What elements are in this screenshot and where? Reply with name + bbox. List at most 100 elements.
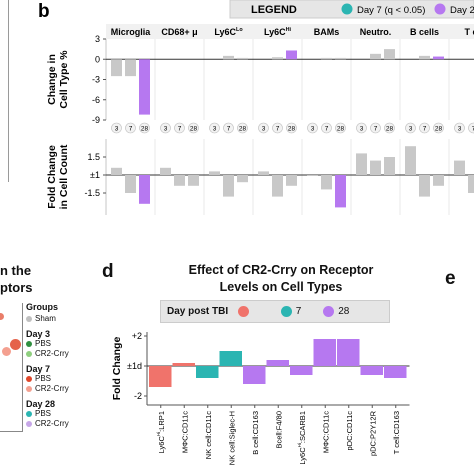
panel-c-legend-item: PBS <box>26 374 88 384</box>
bar-bottom <box>258 171 269 175</box>
category-label: Bcell:F4/80 <box>274 411 283 449</box>
category-label: T ce <box>464 27 474 37</box>
y-axis-label-top: Change inCell Type % <box>46 50 70 109</box>
day-badge <box>419 122 430 134</box>
panel-c-title-line2: ptors <box>0 280 33 295</box>
day-badge <box>384 122 395 134</box>
category-label: T cell:CD163 <box>392 411 401 454</box>
day-badge <box>139 122 150 134</box>
panel-b-letter: b <box>38 1 50 22</box>
bar-bottom <box>356 153 367 175</box>
panel-c-plot-edge <box>0 303 23 432</box>
day-badge-label: 3 <box>262 126 266 133</box>
bar-d <box>360 366 383 375</box>
day-badge-label: 7 <box>325 126 329 133</box>
bar-bottom <box>454 160 465 175</box>
legend-swatch <box>26 341 32 347</box>
day-badge-label: 3 <box>164 126 168 133</box>
category-label: B cells <box>410 27 439 37</box>
panel-c-legend-title: Groups <box>26 302 59 312</box>
legend-label: PBS <box>35 339 52 348</box>
bar-d <box>313 339 336 366</box>
bar-bottom <box>188 175 199 186</box>
category-label: Ly6CHi:LRP1 <box>156 411 166 453</box>
panel-c-legend-item: PBS <box>26 339 88 349</box>
category-label: Ly6CHi <box>264 27 292 37</box>
bar-top <box>321 57 332 60</box>
legend-label-day28: 28 <box>338 306 350 317</box>
bar-bottom <box>370 160 381 175</box>
bar-top <box>335 57 346 60</box>
day-badge-label: 7 <box>227 126 231 133</box>
bar-d <box>266 360 289 366</box>
category-label: MΦC:CD11c <box>180 411 189 453</box>
day-badge-label: 28 <box>386 126 394 133</box>
legend-label: PBS <box>35 409 52 418</box>
bar-d <box>196 366 219 378</box>
panel-d-title: Effect of CR2-Crry on Receptor Levels on… <box>150 262 412 296</box>
day-badge <box>111 122 122 134</box>
category-label: CD68+ μ <box>161 27 197 37</box>
bar-d <box>290 366 313 375</box>
bar-bottom <box>160 167 171 175</box>
panel-c-point <box>10 339 21 350</box>
y-tick-label: -1.5 <box>84 188 100 198</box>
bar-top <box>111 59 122 77</box>
day-badge <box>335 122 346 134</box>
day-badge-label: 3 <box>213 126 217 133</box>
day-badge <box>209 122 220 134</box>
legend-label: PBS <box>35 374 52 383</box>
category-label: MΦC:CD11c <box>321 411 330 453</box>
legend-label: CR2-Crry <box>35 349 69 358</box>
bar-bottom <box>125 175 136 193</box>
legend-label: Sham <box>35 314 56 323</box>
y-axis-label-d: Fold Change <box>111 337 123 401</box>
legend-swatch <box>26 316 32 322</box>
legend-label-day7: 7 <box>295 306 302 317</box>
bar-d <box>337 339 360 366</box>
y-tick-label: -2 <box>134 391 142 401</box>
bar-top <box>223 55 234 60</box>
panel-c-group-header: Day 3 <box>26 329 51 339</box>
category-label: BAMs <box>314 27 340 37</box>
day-badge <box>272 122 283 134</box>
day-badge-label: 7 <box>374 126 378 133</box>
bar-top <box>419 55 430 60</box>
panel-c-title-partial: n the ptors <box>0 262 70 296</box>
day-badge <box>405 122 416 134</box>
bar-d <box>172 363 195 366</box>
bar-top <box>384 49 395 60</box>
legend-swatch <box>26 351 32 357</box>
day-badge-label: 3 <box>458 126 462 133</box>
day-badge-label: 3 <box>311 126 315 133</box>
category-label: pDC:P2Y12R <box>368 410 377 456</box>
panel-a-frame-edge <box>0 0 9 182</box>
bar-top <box>237 57 248 60</box>
y-tick-label: 3 <box>95 34 100 44</box>
legend-label: CR2-Crry <box>35 419 69 428</box>
category-label: Microglia <box>111 27 152 37</box>
panel-d-title-line2: Levels on Cell Types <box>219 280 343 294</box>
day-badge <box>370 122 381 134</box>
day-badge-label: 3 <box>409 126 413 133</box>
day-badge-label: 3 <box>360 126 364 133</box>
y-tick-label: ±1d <box>127 361 142 371</box>
day-badge <box>321 122 332 134</box>
panel-d-title-line1: Effect of CR2-Crry on Receptor <box>188 263 374 277</box>
bar-bottom <box>223 175 234 197</box>
bar-d <box>243 366 266 384</box>
panel-c-group-header: Day 28 <box>26 399 56 409</box>
legend-label-day28: Day 28 <box>450 5 474 16</box>
bar-d <box>219 351 242 366</box>
day-badge <box>174 122 185 134</box>
legend-label-day3: 3 <box>253 306 259 317</box>
panel-c-legend-item: PBS <box>26 409 88 419</box>
bar-top <box>370 53 381 60</box>
legend-title: LEGEND <box>251 4 297 16</box>
panel-d-legend-title: Day post TBI <box>167 306 229 317</box>
bar-bottom <box>237 175 248 183</box>
legend-swatch-day28 <box>323 306 335 317</box>
day-badge-label: 7 <box>178 126 182 133</box>
bar-top <box>139 59 150 115</box>
